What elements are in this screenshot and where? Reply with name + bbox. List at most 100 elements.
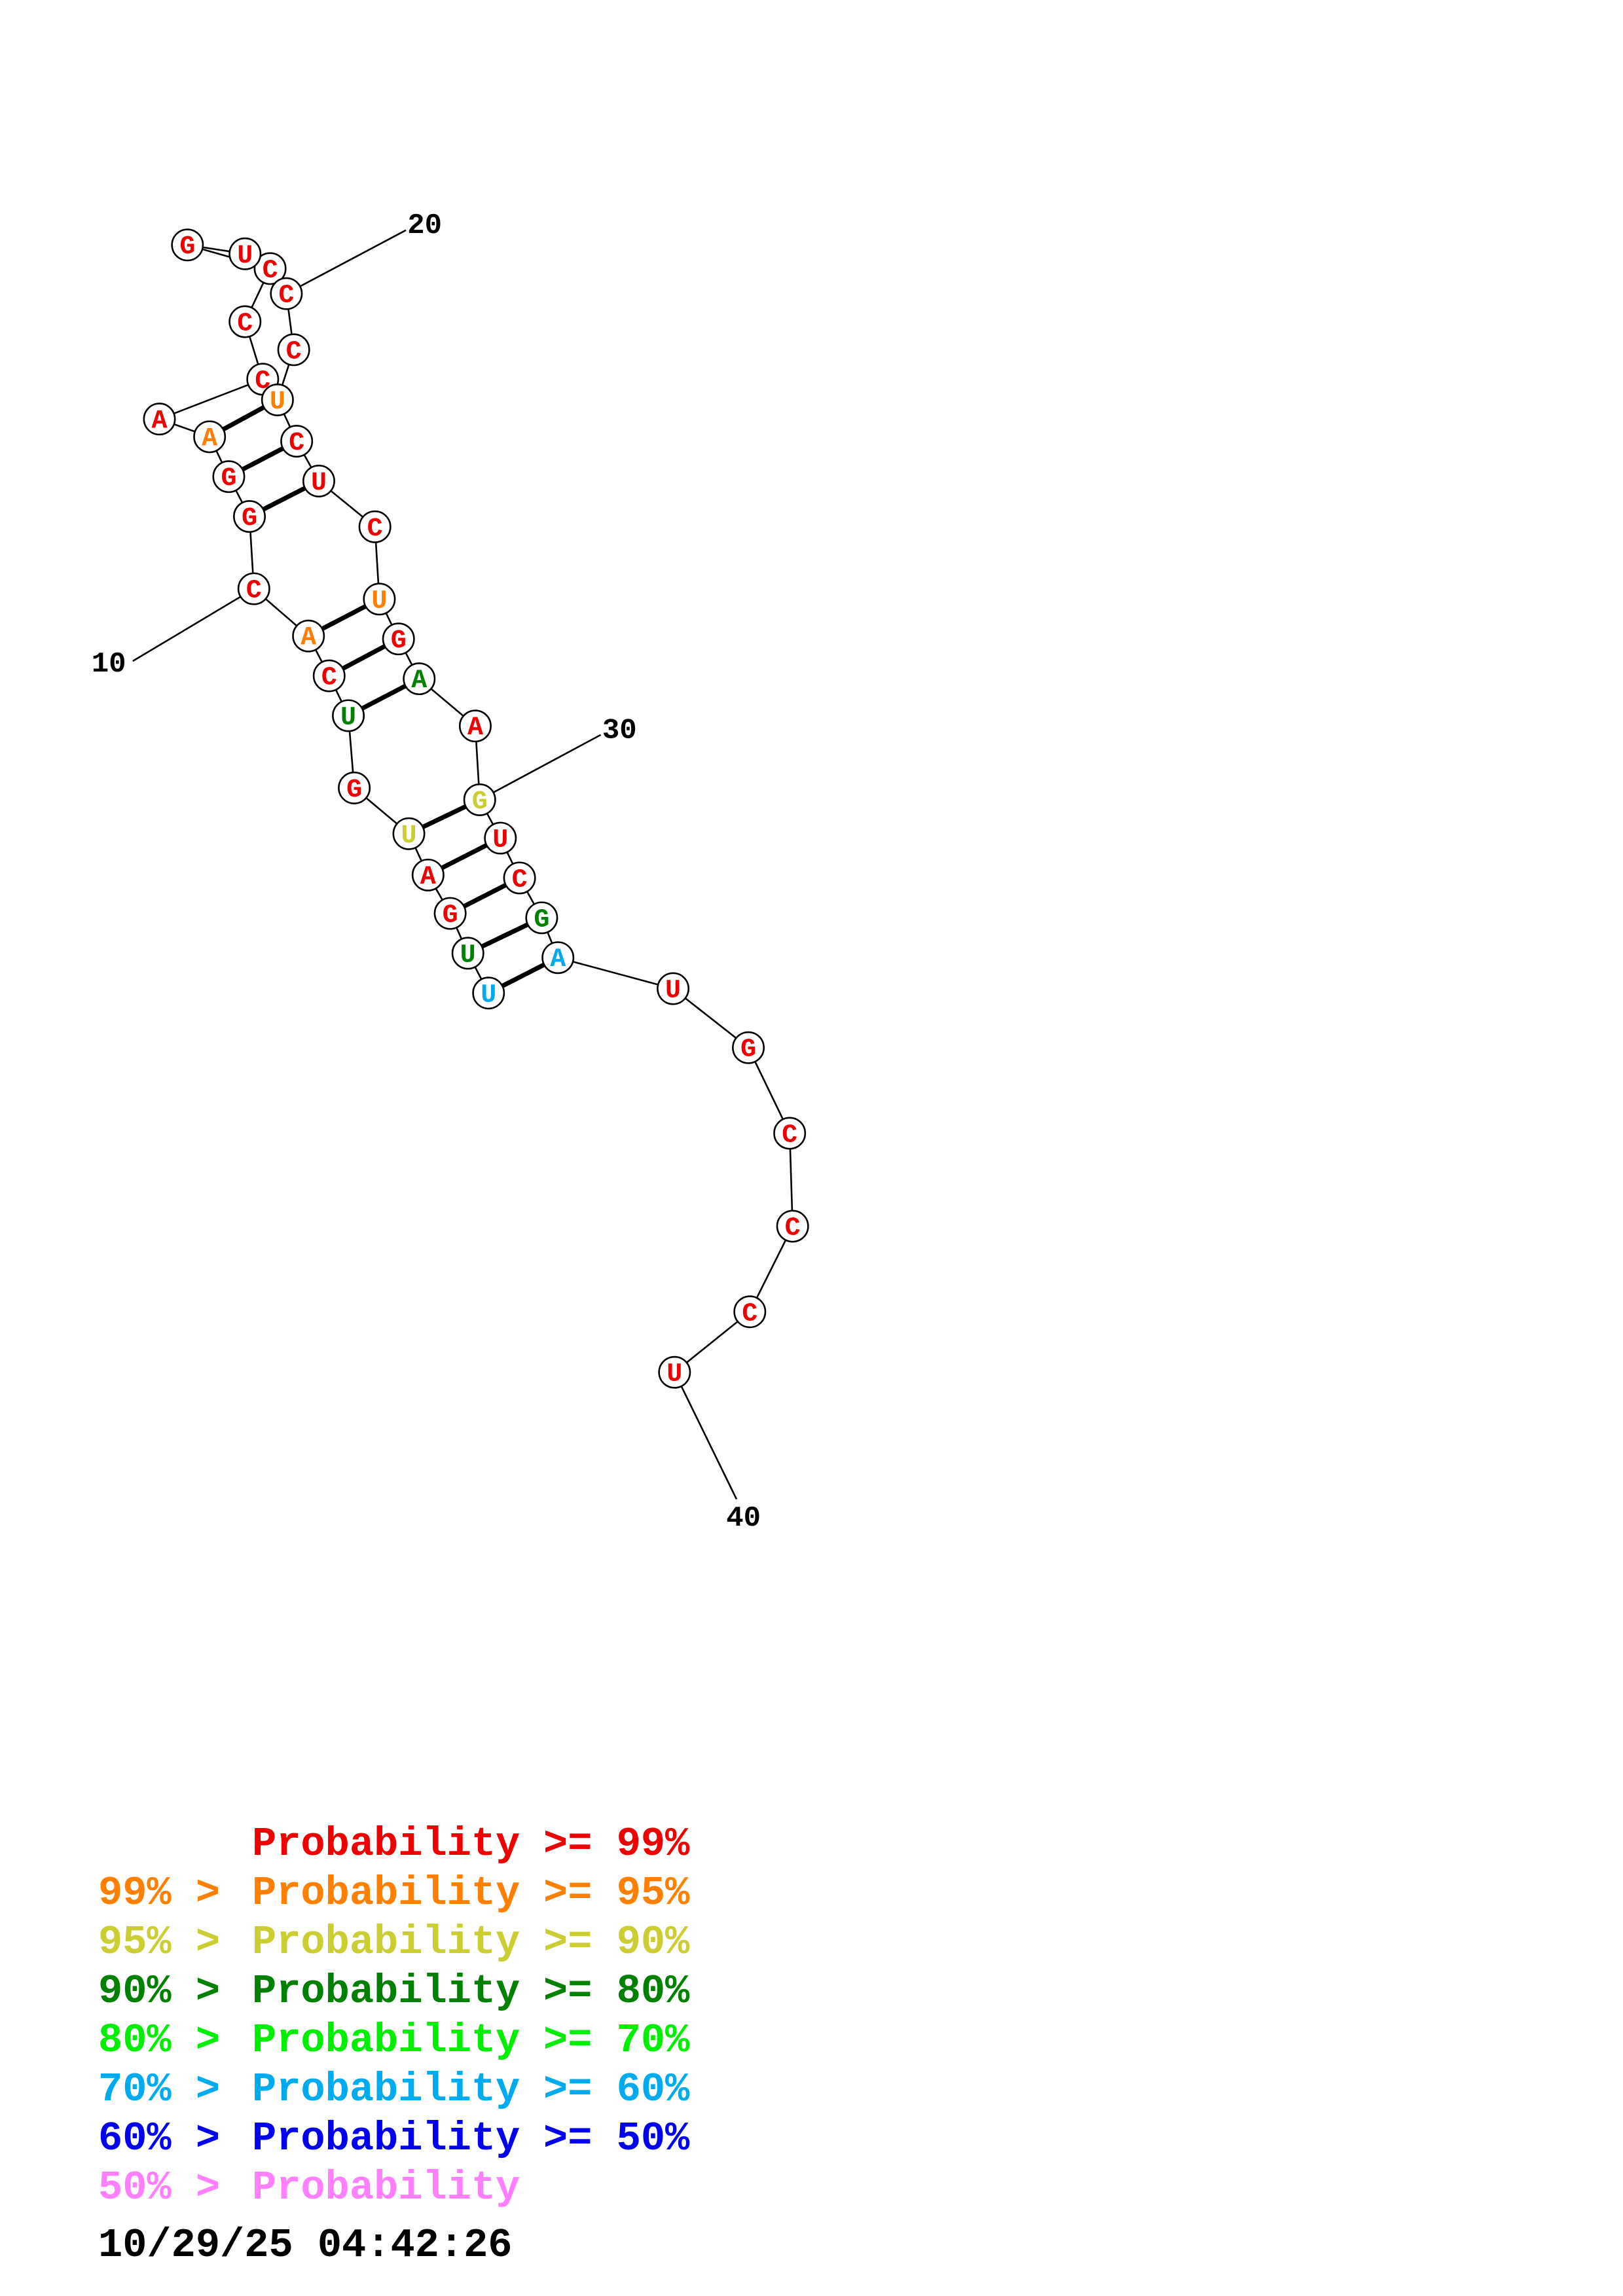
nucleotide-circle <box>332 699 365 732</box>
position-label: 10 <box>92 648 126 681</box>
nucleotide: C <box>358 510 392 544</box>
nucleotide-circle <box>193 420 227 454</box>
backbone-line <box>159 378 263 420</box>
position-tick <box>132 588 255 662</box>
nucleotide: A <box>193 420 227 454</box>
nucleotide-base: G <box>740 1035 756 1065</box>
nucleotide-base: C <box>782 1121 797 1150</box>
nucleotide-circle <box>143 403 176 436</box>
nucleotide-circle <box>463 783 496 816</box>
nucleotide-base: G <box>221 464 236 493</box>
nucleotide-base: C <box>742 1299 757 1329</box>
legend-label: Probability <box>252 1870 520 1916</box>
nucleotide-base: G <box>242 504 257 533</box>
legend-lower-bound: 60% > <box>98 2115 221 2162</box>
legend-lower-bound: 50% > <box>98 2164 221 2211</box>
nucleotide-circle <box>228 305 262 338</box>
nucleotide-base: U <box>492 826 508 855</box>
nucleotide-circle <box>312 659 346 692</box>
nucleotide-base: G <box>443 901 458 931</box>
position-label: 20 <box>407 209 442 242</box>
nucleotide: C <box>280 425 314 458</box>
nucleotide-base: C <box>286 337 302 367</box>
nucleotide: C <box>773 1117 807 1150</box>
nucleotide: U <box>392 817 426 851</box>
legend-upper-bound: >= 95% <box>543 1870 690 1916</box>
timestamp: 10/29/25 04:42:26 <box>98 2222 513 2269</box>
position-label: 40 <box>726 1502 761 1535</box>
backbone-line <box>557 956 674 990</box>
legend-upper-bound: >= 50% <box>543 2115 690 2162</box>
nucleotide-base: A <box>151 406 167 436</box>
legend-row: Probability >= 99% <box>98 1820 689 1869</box>
legend-row: 60% > Probability >= 50% <box>98 2114 689 2163</box>
nucleotide-base: C <box>512 865 528 895</box>
nucleotide: U <box>472 977 505 1010</box>
nucleotide-base: A <box>420 863 436 892</box>
nucleotide-circle <box>484 821 517 855</box>
nucleotide-circle <box>458 709 492 743</box>
legend-lower-bound: 70% > <box>98 2066 221 2113</box>
nucleotide-circle <box>212 460 246 493</box>
nucleotide-circle <box>382 622 415 656</box>
nucleotide: U <box>302 464 335 498</box>
nucleotide-circle <box>233 500 266 533</box>
nucleotide-circle <box>776 1210 809 1243</box>
nucleotide: G <box>433 897 467 931</box>
legend-row: 80% > Probability >= 70% <box>98 2016 689 2065</box>
nucleotide-circle <box>292 619 325 653</box>
legend-row: 90% > Probability >= 80% <box>98 1967 689 2016</box>
nucleotide-circle <box>302 464 335 497</box>
nucleotide: G <box>463 783 496 817</box>
nucleotide-circle <box>732 1031 765 1064</box>
nucleotide: A <box>411 858 445 892</box>
nucleotide: U <box>261 383 294 417</box>
nucleotide: G <box>212 460 246 493</box>
nucleotide-circle <box>773 1117 807 1150</box>
nucleotide-base: A <box>202 424 217 454</box>
position-labels: 10 20 30 40 <box>92 209 761 1535</box>
nucleotide-circle <box>338 771 371 804</box>
legend-row: 95% > Probability >= 90% <box>98 1918 689 1967</box>
nucleotide-circle <box>237 572 270 605</box>
nucleotide-circle <box>433 897 467 930</box>
position-tick-lines <box>132 229 738 1500</box>
nucleotide: U <box>658 1355 691 1390</box>
nucleotide: A <box>292 619 325 653</box>
nucleotide-circle <box>411 858 445 891</box>
nucleotide-circle <box>658 1355 691 1389</box>
nucleotide-base: U <box>666 1360 682 1390</box>
nucleotide-base: A <box>301 624 316 653</box>
nucleotide-base: U <box>665 977 681 1006</box>
legend-label: Probability <box>252 2115 520 2162</box>
nucleotide: C <box>237 572 270 606</box>
nucleotide: G <box>382 622 415 656</box>
legend-upper-bound: >= 70% <box>543 2017 690 2064</box>
legend-lower-bound: 95% > <box>98 1919 221 1965</box>
nucleotide: C <box>228 305 262 338</box>
legend-label: Probability <box>252 1968 520 2015</box>
position-tick <box>674 1372 738 1500</box>
nucleotide-circle <box>261 383 294 416</box>
legend-row: 70% > Probability >= 60% <box>98 2065 689 2114</box>
nucleotide-base: A <box>467 713 483 743</box>
nucleotide-base: G <box>346 776 362 805</box>
base-pair-bonds <box>208 397 559 996</box>
nucleotide-base: C <box>278 281 294 311</box>
nucleotide: C <box>733 1295 767 1329</box>
nucleotide: C <box>312 659 346 693</box>
nucleotide: G <box>732 1031 765 1065</box>
nucleotide: C <box>776 1210 809 1243</box>
nucleotide: C <box>503 861 536 895</box>
nucleotide-circle <box>472 977 505 1010</box>
nucleotide-circle <box>451 937 484 970</box>
nucleotide: U <box>332 699 365 732</box>
nucleotide: U <box>451 937 484 970</box>
nucleotide-base: G <box>179 232 195 262</box>
nucleotide-circle <box>277 333 310 367</box>
nucleotide-circle <box>171 228 204 262</box>
nucleotide: A <box>458 709 492 743</box>
nucleotide-base: U <box>340 703 356 732</box>
